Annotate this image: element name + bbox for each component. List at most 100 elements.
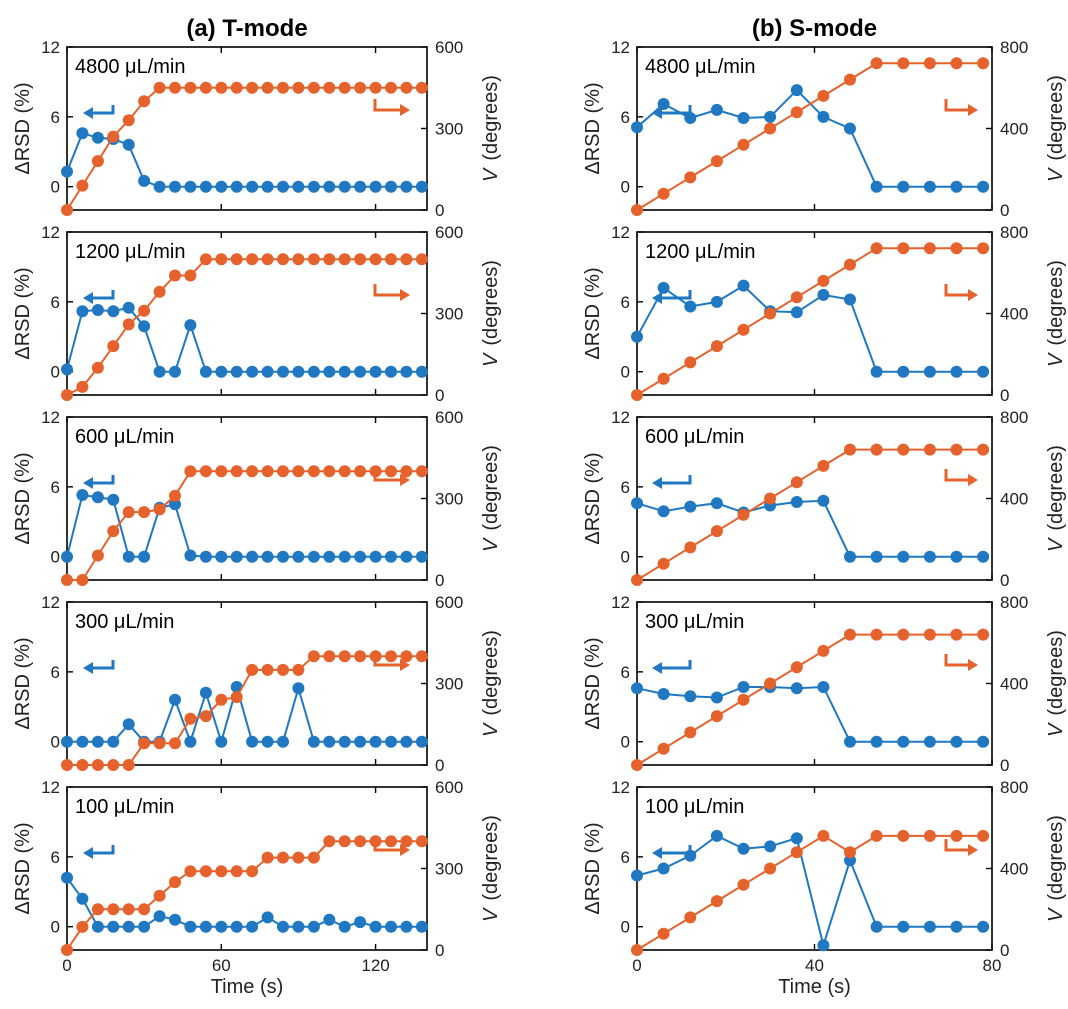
- v-data-point: [631, 574, 643, 586]
- y2-axis-label: V (degrees): [1045, 75, 1067, 182]
- rsd-data-point: [323, 735, 336, 748]
- rsd-data-point: [307, 365, 320, 378]
- rsd-data-point: [684, 690, 697, 703]
- rsd-data-point: [153, 910, 166, 923]
- v-data-point: [122, 318, 135, 331]
- y2-axis-unit: (degrees): [480, 445, 502, 531]
- x-tick-label: 60: [212, 956, 231, 975]
- v-data-point: [790, 291, 803, 304]
- v-data-point: [338, 650, 351, 663]
- rsd-data-point: [292, 550, 305, 563]
- v-data-point: [338, 835, 351, 848]
- rsd-data-point: [138, 320, 151, 333]
- rsd-data-point: [710, 691, 723, 704]
- left-axis-arrowhead: [83, 662, 93, 674]
- rsd-data-point: [107, 920, 120, 933]
- v-data-point: [230, 865, 243, 878]
- rsd-data-point: [950, 365, 963, 378]
- rsd-data-point: [215, 735, 228, 748]
- v-data-point: [215, 253, 228, 266]
- rsd-data-point: [107, 735, 120, 748]
- v-data-point: [764, 307, 777, 320]
- rsd-data-point: [61, 735, 73, 748]
- v-data-point: [790, 106, 803, 119]
- rsd-data-point: [844, 735, 856, 748]
- rsd-data-point: [844, 122, 856, 135]
- rsd-data-point: [657, 98, 670, 110]
- x-tick-label: 120: [361, 956, 389, 975]
- y-tick-label: 12: [41, 593, 60, 612]
- y-tick-label: 12: [611, 223, 630, 242]
- rsd-data-point: [354, 365, 367, 378]
- right-axis-arrow: [944, 99, 970, 112]
- v-data-point: [323, 253, 336, 266]
- right-axis-arrow: [373, 469, 402, 482]
- v-data-point: [338, 81, 351, 94]
- v-data-point: [684, 726, 697, 739]
- right-axis-arrowhead: [400, 659, 410, 671]
- rsd-data-point: [369, 365, 382, 378]
- rsd-data-point: [184, 735, 197, 748]
- y-tick-label: 0: [621, 363, 630, 382]
- rsd-data-point: [76, 892, 89, 905]
- rsd-data-point: [354, 916, 367, 929]
- rsd-series-line: [67, 683, 422, 746]
- rsd-data-point: [415, 735, 428, 748]
- v-data-point: [169, 269, 181, 282]
- rsd-data-point: [977, 550, 990, 563]
- v-data-point: [977, 242, 990, 255]
- v-data-point: [400, 81, 413, 94]
- right-axis-arrowhead: [968, 474, 978, 486]
- v-data-point: [415, 650, 428, 663]
- y2-axis-symbol: V: [480, 722, 502, 737]
- rsd-data-point: [138, 174, 151, 187]
- y2-axis-unit: (degrees): [1045, 815, 1067, 901]
- v-data-point: [897, 829, 910, 842]
- v-data-point: [184, 865, 197, 878]
- left-axis-arrowhead: [652, 847, 662, 859]
- rsd-data-point: [277, 365, 289, 378]
- y-tick-label: 6: [621, 293, 630, 312]
- v-data-point: [215, 81, 228, 94]
- v-data-point: [764, 492, 777, 505]
- left-axis-arrow: [660, 660, 692, 670]
- y-tick-label: 12: [41, 778, 60, 797]
- v-data-point: [400, 253, 413, 266]
- v-data-point: [184, 269, 197, 282]
- v-data-point: [385, 81, 397, 94]
- v-data-point: [354, 465, 367, 478]
- v-data-point: [61, 944, 73, 956]
- y2-axis-symbol: V: [480, 352, 502, 367]
- v-data-point: [138, 304, 151, 317]
- y-tick-label: 12: [611, 408, 630, 427]
- y2-tick-label: 0: [1000, 386, 1009, 405]
- rsd-data-point: [277, 920, 289, 933]
- y2-tick-label: 400: [1000, 490, 1028, 509]
- y-tick-label: 6: [621, 478, 630, 497]
- rsd-data-point: [415, 180, 428, 193]
- rsd-data-point: [230, 920, 243, 933]
- v-data-point: [737, 508, 750, 521]
- v-data-point: [91, 549, 104, 562]
- y2-tick-label: 400: [1000, 305, 1028, 324]
- v-data-point: [684, 911, 697, 924]
- rsd-data-point: [764, 840, 777, 853]
- v-data-point: [870, 242, 883, 255]
- v-data-point: [307, 650, 320, 663]
- rsd-data-point: [710, 829, 723, 842]
- v-data-point: [354, 253, 367, 266]
- right-axis-arrowhead: [968, 104, 978, 116]
- v-data-point: [657, 372, 670, 385]
- y2-tick-label: 600: [435, 778, 463, 797]
- y2-axis-unit: (degrees): [1045, 445, 1067, 531]
- left-axis-arrow: [91, 475, 115, 485]
- rsd-data-point: [91, 131, 104, 144]
- v-data-point: [977, 443, 990, 456]
- rsd-data-point: [122, 138, 135, 151]
- x-axis-label: Time (s): [778, 976, 851, 998]
- y-tick-label: 12: [611, 593, 630, 612]
- y2-tick-label: 300: [435, 675, 463, 694]
- v-data-point: [122, 114, 135, 127]
- x-axis-label: Time (s): [211, 976, 284, 998]
- left-axis-arrowhead: [83, 107, 93, 119]
